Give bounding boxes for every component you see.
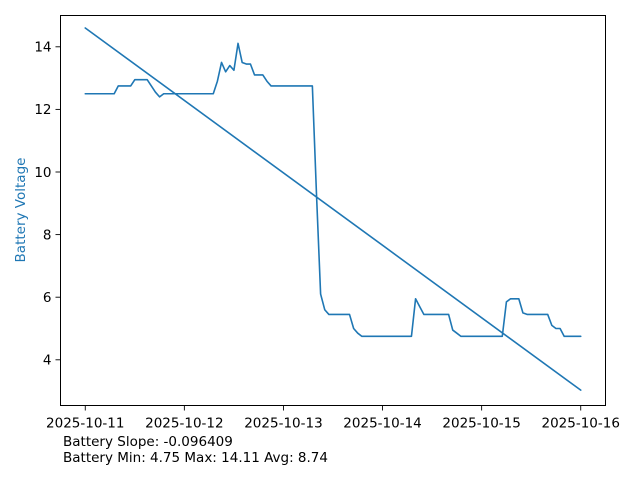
y-tick-label: 8 <box>43 227 52 243</box>
y-tick-label: 10 <box>34 165 51 181</box>
y-tick-label: 6 <box>43 290 52 306</box>
y-tick-label: 4 <box>43 353 52 369</box>
x-tick-label: 2025-10-12 <box>145 416 223 432</box>
x-tick-label: 2025-10-14 <box>343 416 421 432</box>
y-tick-label: 14 <box>34 40 51 56</box>
y-tick-label: 12 <box>34 102 51 118</box>
x-tick-label: 2025-10-11 <box>46 416 124 432</box>
stats-annotation: Battery Min: 4.75 Max: 14.11 Avg: 8.74 <box>63 450 328 466</box>
battery-trend-line <box>84 27 582 391</box>
x-tick-label: 2025-10-13 <box>244 416 322 432</box>
x-tick-label: 2025-10-16 <box>541 416 619 432</box>
x-tick-label: 2025-10-15 <box>442 416 520 432</box>
plot-border <box>60 15 606 406</box>
slope-annotation: Battery Slope: -0.096409 <box>63 434 233 450</box>
battery-voltage-line <box>84 42 582 338</box>
y-axis-title: Battery Voltage <box>13 157 29 263</box>
